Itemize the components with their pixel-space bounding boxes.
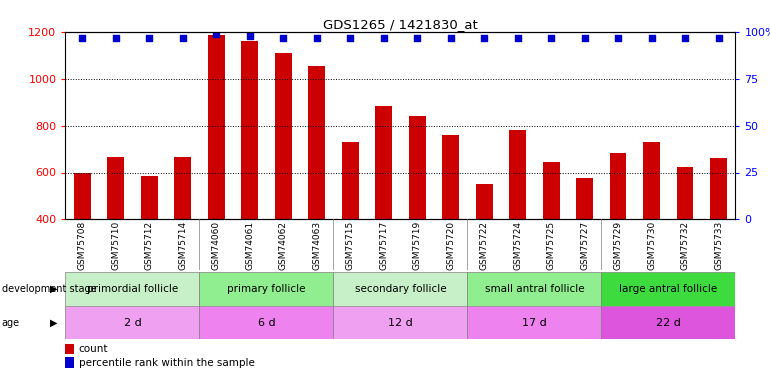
Text: 22 d: 22 d <box>656 318 681 327</box>
Point <box>109 34 122 40</box>
Text: ▶: ▶ <box>50 318 58 327</box>
Point <box>511 34 524 40</box>
Bar <box>643 142 660 219</box>
Bar <box>576 178 593 219</box>
Bar <box>308 66 325 219</box>
Bar <box>174 157 191 219</box>
Point <box>277 34 290 40</box>
Bar <box>65 306 199 339</box>
Bar <box>677 166 694 219</box>
Bar <box>467 306 601 339</box>
Bar <box>141 176 158 219</box>
Bar <box>275 53 292 219</box>
Point <box>478 34 490 40</box>
Point <box>210 31 223 37</box>
Bar <box>241 41 258 219</box>
Text: 6 d: 6 d <box>258 318 275 327</box>
Bar <box>208 35 225 219</box>
Point <box>444 34 457 40</box>
Bar <box>199 272 333 306</box>
Text: large antral follicle: large antral follicle <box>619 284 718 294</box>
Point <box>243 33 256 39</box>
Point <box>645 34 658 40</box>
Point <box>679 34 691 40</box>
Point <box>612 34 624 40</box>
Text: primary follicle: primary follicle <box>227 284 306 294</box>
Point <box>377 34 390 40</box>
Bar <box>543 162 560 219</box>
Bar <box>409 116 426 219</box>
Text: percentile rank within the sample: percentile rank within the sample <box>79 358 255 368</box>
Bar <box>65 272 199 306</box>
Text: primordial follicle: primordial follicle <box>87 284 178 294</box>
Bar <box>610 153 627 219</box>
Bar <box>601 306 735 339</box>
Point <box>411 34 424 40</box>
Point <box>545 34 557 40</box>
Bar <box>65 357 74 368</box>
Bar <box>74 172 91 219</box>
Bar <box>442 135 459 219</box>
Point <box>176 34 189 40</box>
Bar <box>107 157 124 219</box>
Point <box>310 34 323 40</box>
Text: small antral follicle: small antral follicle <box>484 284 584 294</box>
Bar <box>199 306 333 339</box>
Point <box>143 34 156 40</box>
Point <box>578 34 591 40</box>
Bar <box>710 158 727 219</box>
Bar <box>375 106 392 219</box>
Bar <box>476 184 493 219</box>
Point <box>76 34 89 40</box>
Text: age: age <box>2 318 20 327</box>
Point <box>344 34 357 40</box>
Bar <box>509 130 526 219</box>
Title: GDS1265 / 1421830_at: GDS1265 / 1421830_at <box>323 18 477 31</box>
Bar <box>65 344 74 354</box>
Text: count: count <box>79 344 109 354</box>
Bar <box>333 306 467 339</box>
Point <box>712 34 725 40</box>
Text: 2 d: 2 d <box>123 318 142 327</box>
Text: 12 d: 12 d <box>388 318 413 327</box>
Bar <box>467 272 601 306</box>
Text: 17 d: 17 d <box>522 318 547 327</box>
Text: ▶: ▶ <box>50 284 58 294</box>
Bar <box>333 272 467 306</box>
Bar <box>601 272 735 306</box>
Text: development stage: development stage <box>2 284 96 294</box>
Bar <box>342 142 359 219</box>
Text: secondary follicle: secondary follicle <box>355 284 446 294</box>
